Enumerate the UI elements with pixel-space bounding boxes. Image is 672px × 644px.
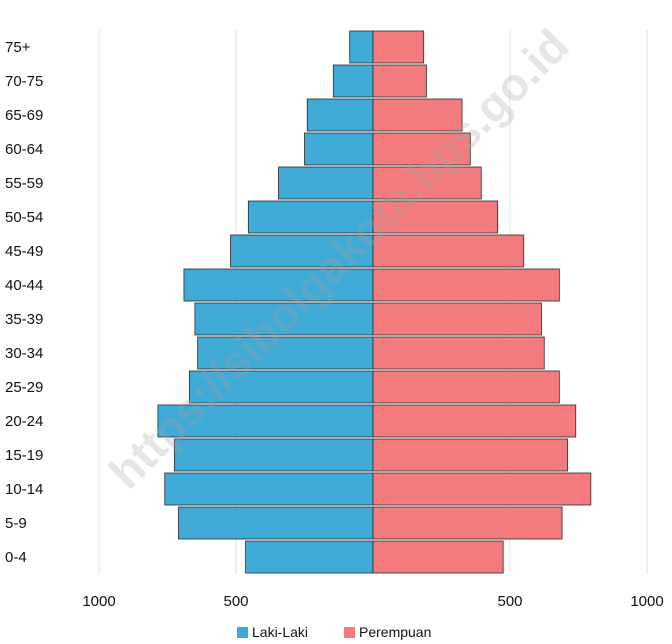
legend-label-laki-laki: Laki-Laki bbox=[252, 624, 308, 640]
age-label-0-4: 0-4 bbox=[5, 549, 27, 566]
age-label-10-14: 10-14 bbox=[5, 481, 43, 498]
bar-laki-laki-25-29 bbox=[189, 370, 374, 404]
age-label-35-39: 35-39 bbox=[5, 311, 43, 328]
bar-laki-laki-15-19 bbox=[173, 438, 374, 472]
age-label-15-19: 15-19 bbox=[5, 447, 43, 464]
bar-perempuan-30-34 bbox=[372, 336, 545, 370]
age-label-30-34: 30-34 bbox=[5, 345, 43, 362]
bar-laki-laki-35-39 bbox=[194, 302, 374, 336]
age-label-40-44: 40-44 bbox=[5, 277, 43, 294]
bar-laki-laki-75plus bbox=[349, 30, 374, 64]
legend-swatch-laki-laki bbox=[237, 627, 248, 638]
bars bbox=[157, 30, 592, 574]
bar-perempuan-10-14 bbox=[372, 472, 592, 506]
x-tick-label-2: 500 bbox=[497, 593, 522, 610]
age-label-75plus: 75+ bbox=[5, 39, 31, 56]
age-label-50-54: 50-54 bbox=[5, 209, 43, 226]
bar-perempuan-40-44 bbox=[372, 268, 560, 302]
bar-perempuan-5-9 bbox=[372, 506, 563, 540]
age-label-20-24: 20-24 bbox=[5, 413, 43, 430]
bar-laki-laki-55-59 bbox=[278, 166, 374, 200]
x-tick-label-0: 1000 bbox=[82, 593, 115, 610]
bar-perempuan-50-54 bbox=[372, 200, 499, 234]
bar-laki-laki-65-69 bbox=[306, 98, 374, 132]
age-label-55-59: 55-59 bbox=[5, 175, 43, 192]
x-tick-labels: 1000 500 500 1000 bbox=[82, 593, 663, 610]
age-label-70-75: 70-75 bbox=[5, 73, 43, 90]
bar-perempuan-55-59 bbox=[372, 166, 482, 200]
bar-laki-laki-10-14 bbox=[164, 472, 374, 506]
bar-perempuan-25-29 bbox=[372, 370, 560, 404]
bar-perempuan-20-24 bbox=[372, 404, 577, 438]
legend-label-perempuan: Perempuan bbox=[359, 624, 431, 640]
bar-perempuan-45-49 bbox=[372, 234, 525, 268]
age-label-60-64: 60-64 bbox=[5, 141, 43, 158]
age-label-65-69: 65-69 bbox=[5, 107, 43, 124]
bar-perempuan-60-64 bbox=[372, 132, 471, 166]
bar-perempuan-65-69 bbox=[372, 98, 463, 132]
bar-laki-laki-70-75 bbox=[332, 64, 374, 98]
bar-perempuan-75plus bbox=[372, 30, 425, 64]
bar-perempuan-15-19 bbox=[372, 438, 568, 472]
age-group-labels: 75+ 70-75 65-69 60-64 55-59 50-54 45-49 40-44 35… bbox=[5, 39, 43, 566]
bar-perempuan-70-75 bbox=[372, 64, 427, 98]
bar-laki-laki-50-54 bbox=[247, 200, 374, 234]
age-label-5-9: 5-9 bbox=[5, 515, 27, 532]
legend: Laki-Laki Perempuan bbox=[237, 624, 431, 640]
bar-laki-laki-30-34 bbox=[197, 336, 374, 370]
legend-swatch-perempuan bbox=[344, 627, 355, 638]
bar-laki-laki-45-49 bbox=[230, 234, 374, 268]
bar-laki-laki-40-44 bbox=[183, 268, 374, 302]
bar-laki-laki-5-9 bbox=[178, 506, 374, 540]
age-label-45-49: 45-49 bbox=[5, 243, 43, 260]
x-tick-label-1: 500 bbox=[223, 593, 248, 610]
bar-perempuan-35-39 bbox=[372, 302, 542, 336]
bar-perempuan-0-4 bbox=[372, 540, 504, 574]
x-tick-label-3: 1000 bbox=[630, 593, 663, 610]
bar-laki-laki-0-4 bbox=[245, 540, 374, 574]
age-label-25-29: 25-29 bbox=[5, 379, 43, 396]
bar-laki-laki-60-64 bbox=[304, 132, 374, 166]
